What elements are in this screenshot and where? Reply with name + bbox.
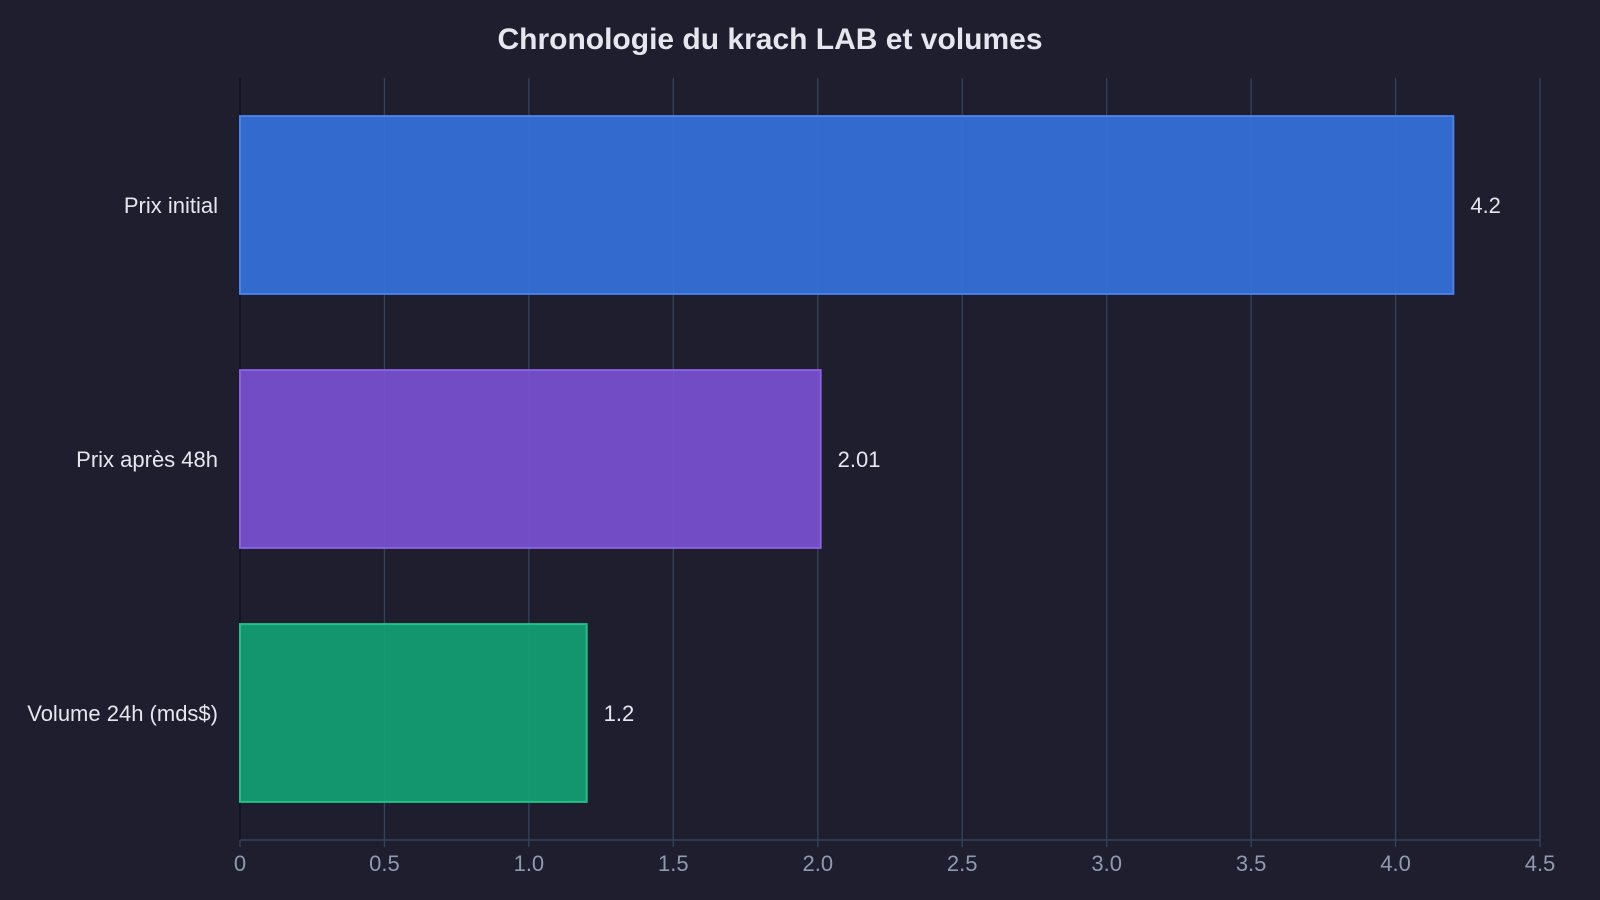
x-tick-label: 2.5 bbox=[947, 851, 978, 876]
bar bbox=[239, 623, 588, 803]
value-label: 4.2 bbox=[1470, 193, 1501, 218]
bar bbox=[239, 369, 822, 549]
x-tick-label: 4.0 bbox=[1380, 851, 1411, 876]
chart-title: Chronologie du krach LAB et volumes bbox=[497, 23, 1042, 56]
x-tick-label: 2.0 bbox=[802, 851, 833, 876]
x-tick-label: 3.0 bbox=[1091, 851, 1122, 876]
x-axis: 0 0.5 1.0 1.5 2.0 2.5 3.0 3.5 4.0 4.5 bbox=[234, 839, 1556, 876]
x-tick-label: 3.5 bbox=[1236, 851, 1267, 876]
x-tick-label: 4.5 bbox=[1525, 851, 1556, 876]
category-label: Prix initial bbox=[124, 193, 218, 218]
category-label: Prix après 48h bbox=[76, 447, 218, 472]
value-label: 1.2 bbox=[604, 701, 635, 726]
category-label: Volume 24h (mds$) bbox=[27, 701, 218, 726]
category-labels: Prix initial Prix après 48h Volume 24h (md… bbox=[27, 193, 218, 726]
bars bbox=[239, 115, 1455, 803]
value-label: 2.01 bbox=[838, 447, 881, 472]
x-tick-label: 0.5 bbox=[369, 851, 400, 876]
bar bbox=[239, 115, 1455, 295]
x-tick-label: 1.5 bbox=[658, 851, 689, 876]
x-tick-label: 1.0 bbox=[514, 851, 545, 876]
x-tick-label: 0 bbox=[234, 851, 246, 876]
value-labels: 4.2 2.01 1.2 bbox=[604, 193, 1501, 726]
